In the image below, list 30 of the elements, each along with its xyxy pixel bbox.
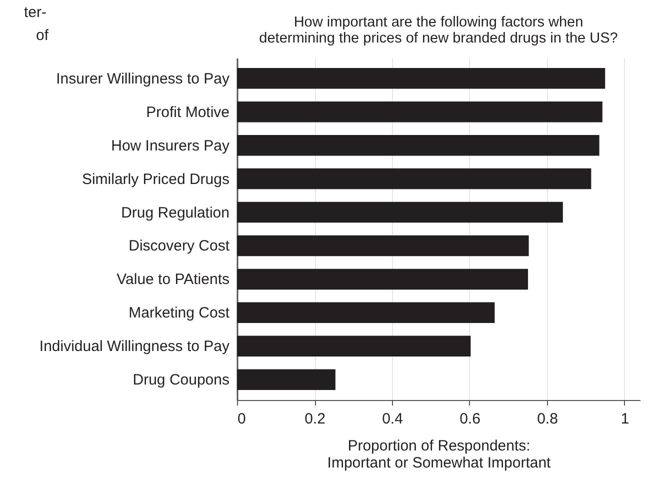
x-axis-title: Proportion of Respondents: Important or Somewhat Important bbox=[327, 438, 552, 472]
bar bbox=[237, 369, 336, 390]
y-tick-label: Individual Willingness to Pay bbox=[39, 338, 230, 356]
x-tick-label: 0.2 bbox=[304, 410, 326, 428]
x-tick-label: 0 bbox=[238, 410, 246, 428]
bar bbox=[237, 235, 529, 256]
y-tick-label: Value to PAtients bbox=[116, 271, 230, 288]
y-tick-label: Drug Regulation bbox=[121, 204, 230, 222]
bar bbox=[237, 268, 528, 290]
y-tick-label: Profit Motive bbox=[146, 104, 230, 121]
bar bbox=[237, 102, 602, 122]
chart-title: How important are the following factors when determining the prices of new branded drugs in the US? bbox=[259, 14, 618, 46]
bar bbox=[237, 168, 592, 190]
x-tick-label: 0.4 bbox=[382, 410, 403, 428]
bar bbox=[237, 336, 471, 356]
y-tick-label: Insurer Willingness to Pay bbox=[56, 70, 230, 88]
y-tick-label: Discovery Cost bbox=[128, 238, 230, 255]
y-tick-label: Similarly Priced Drugs bbox=[82, 170, 230, 188]
bar bbox=[237, 302, 495, 324]
x-tick-label: 0.6 bbox=[460, 410, 480, 428]
text: ter- bbox=[24, 4, 46, 21]
x-tick-label: 0.8 bbox=[537, 410, 558, 428]
bar bbox=[237, 202, 563, 223]
bar bbox=[237, 68, 606, 89]
y-tick-label: Marketing Cost bbox=[128, 304, 230, 322]
text: of bbox=[36, 27, 49, 44]
y-tick-label: How Insurers Pay bbox=[111, 137, 230, 154]
y-tick-label: Drug Coupons bbox=[132, 372, 230, 389]
bar bbox=[237, 134, 600, 156]
x-tick-label: 1 bbox=[620, 410, 630, 428]
